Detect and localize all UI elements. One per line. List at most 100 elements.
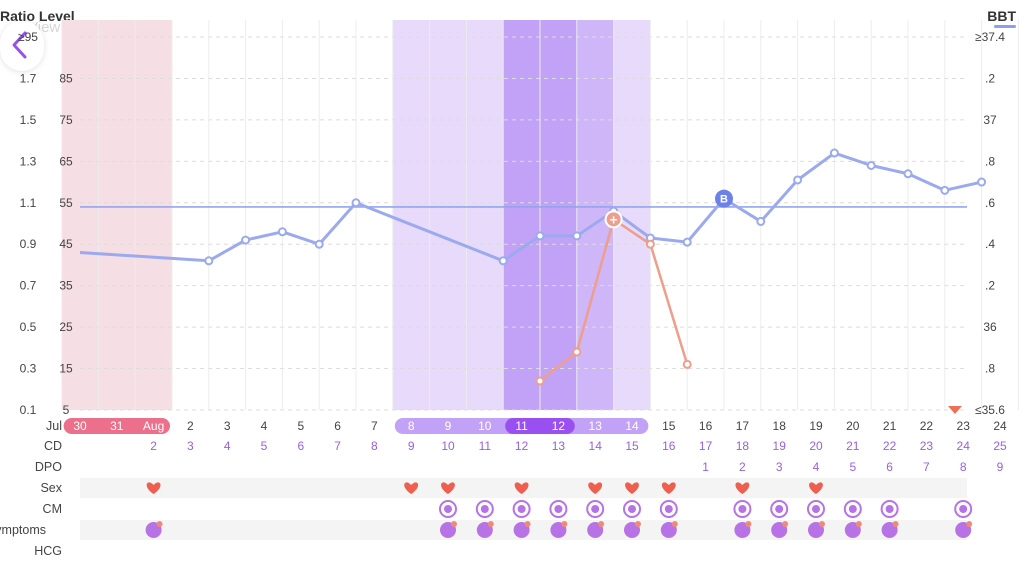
cd-value: 14 xyxy=(589,439,603,453)
right-tick-label: ≥37.4 xyxy=(975,30,1005,44)
row-label: Symptoms xyxy=(0,523,46,537)
date-pill-peak xyxy=(505,418,575,434)
date-label: 10 xyxy=(478,419,492,433)
date-label: 11 xyxy=(515,419,528,433)
dpo-value: 4 xyxy=(813,460,820,474)
date-label: 30 xyxy=(73,419,87,433)
lh-point xyxy=(645,239,655,249)
ratio-point xyxy=(498,256,508,266)
date-pill-period xyxy=(63,418,170,434)
cd-value: 4 xyxy=(224,439,231,453)
cervical-mucus-icon-dot xyxy=(848,505,857,513)
date-label: 31 xyxy=(110,419,124,433)
left-tick-label: 0.7 xyxy=(20,279,37,293)
left-tick-label-secondary: 45 xyxy=(59,237,73,251)
cd-value: 7 xyxy=(334,439,341,453)
left-tick-label-secondary: 85 xyxy=(59,71,73,85)
ratio-point xyxy=(351,198,361,208)
back-button[interactable] xyxy=(0,21,44,71)
cd-value: 3 xyxy=(187,439,194,453)
cervical-mucus-icon-dot xyxy=(812,505,820,513)
right-tick-label: .8 xyxy=(985,362,995,376)
cd-value: 5 xyxy=(261,439,268,453)
cervical-mucus-icon-dot xyxy=(591,505,600,513)
cd-value: 23 xyxy=(920,439,934,453)
fertile-band xyxy=(392,20,430,410)
heart-icon xyxy=(441,482,455,494)
left-tick-label-secondary: 25 xyxy=(59,320,73,334)
cd-value: 21 xyxy=(846,439,860,453)
left-tick-label: 0.1 xyxy=(20,403,37,417)
baseline-marker-label: B xyxy=(720,194,728,206)
date-label: 15 xyxy=(662,419,676,433)
ratio-point xyxy=(866,160,876,170)
ratio-point xyxy=(977,177,987,187)
ratio-point xyxy=(204,256,214,266)
left-tick-label: 0.5 xyxy=(20,320,37,334)
bbt-legend-swatch xyxy=(994,25,1016,28)
date-label: 14 xyxy=(625,419,639,433)
cd-value: 24 xyxy=(957,439,971,453)
date-label: 18 xyxy=(773,419,787,433)
cervical-mucus-icon-dot xyxy=(885,505,894,513)
row-label: Sex xyxy=(40,481,62,495)
dpo-value: 9 xyxy=(997,460,1004,474)
dpo-value: 7 xyxy=(923,460,930,474)
cd-value: 11 xyxy=(479,439,492,453)
dpo-value: 8 xyxy=(960,460,967,474)
symptom-badge-dot xyxy=(561,521,568,527)
left-tick-label-secondary: 5 xyxy=(63,403,70,417)
heart-icon xyxy=(661,482,676,494)
cervical-mucus-icon-dot xyxy=(664,505,673,513)
ratio-series-line xyxy=(79,151,982,263)
cervical-mucus-icon-dot xyxy=(738,505,747,513)
dpo-value: 5 xyxy=(849,460,856,474)
cd-value: 12 xyxy=(515,439,529,453)
cd-value: 17 xyxy=(699,439,713,453)
date-label: 21 xyxy=(883,419,897,433)
left-tick-label: 0.9 xyxy=(20,237,37,251)
cd-value: 16 xyxy=(662,439,676,453)
lh-point xyxy=(535,376,545,386)
cd-value: 18 xyxy=(736,439,750,453)
symptom-badge-dot xyxy=(598,521,605,527)
date-label: 5 xyxy=(297,419,304,433)
date-label: 2 xyxy=(187,419,194,433)
symptom-badge-dot xyxy=(635,521,641,527)
heart-icon xyxy=(809,482,823,494)
date-label: 24 xyxy=(993,419,1007,433)
date-label: 7 xyxy=(371,419,378,433)
symptom-badge-dot xyxy=(156,521,163,527)
date-label: 4 xyxy=(261,419,268,433)
ratio-point xyxy=(940,185,950,195)
fertile-band xyxy=(466,20,504,410)
cervical-mucus-icon-dot xyxy=(959,505,968,513)
left-tick-label-secondary: 15 xyxy=(59,362,73,376)
ratio-point xyxy=(277,227,287,237)
date-label: Aug xyxy=(143,419,164,433)
period-band xyxy=(61,20,99,410)
left-tick-label-secondary: 75 xyxy=(59,113,73,127)
date-label: 6 xyxy=(334,419,341,433)
date-label: 9 xyxy=(445,419,452,433)
date-label: 19 xyxy=(809,419,823,433)
date-label: 22 xyxy=(920,419,934,433)
ratio-point xyxy=(903,169,913,179)
cervical-mucus-icon-dot xyxy=(444,505,452,513)
cd-value: 10 xyxy=(441,439,455,453)
chevron-left-icon xyxy=(12,31,27,59)
cervical-mucus-icon-dot xyxy=(480,505,489,513)
peak-marker-label: + xyxy=(610,211,618,227)
ratio-point xyxy=(535,231,545,241)
left-tick-label: 1.5 xyxy=(20,113,37,127)
period-band xyxy=(135,20,172,410)
cd-value: 15 xyxy=(625,439,639,453)
down-arrow-icon xyxy=(948,406,962,414)
lh-point xyxy=(572,347,582,357)
date-label: 13 xyxy=(589,419,603,433)
date-label: 16 xyxy=(699,419,713,433)
left-tick-label-secondary: 65 xyxy=(59,154,73,168)
cd-value: 2 xyxy=(150,439,157,453)
right-tick-label: .4 xyxy=(985,237,995,251)
